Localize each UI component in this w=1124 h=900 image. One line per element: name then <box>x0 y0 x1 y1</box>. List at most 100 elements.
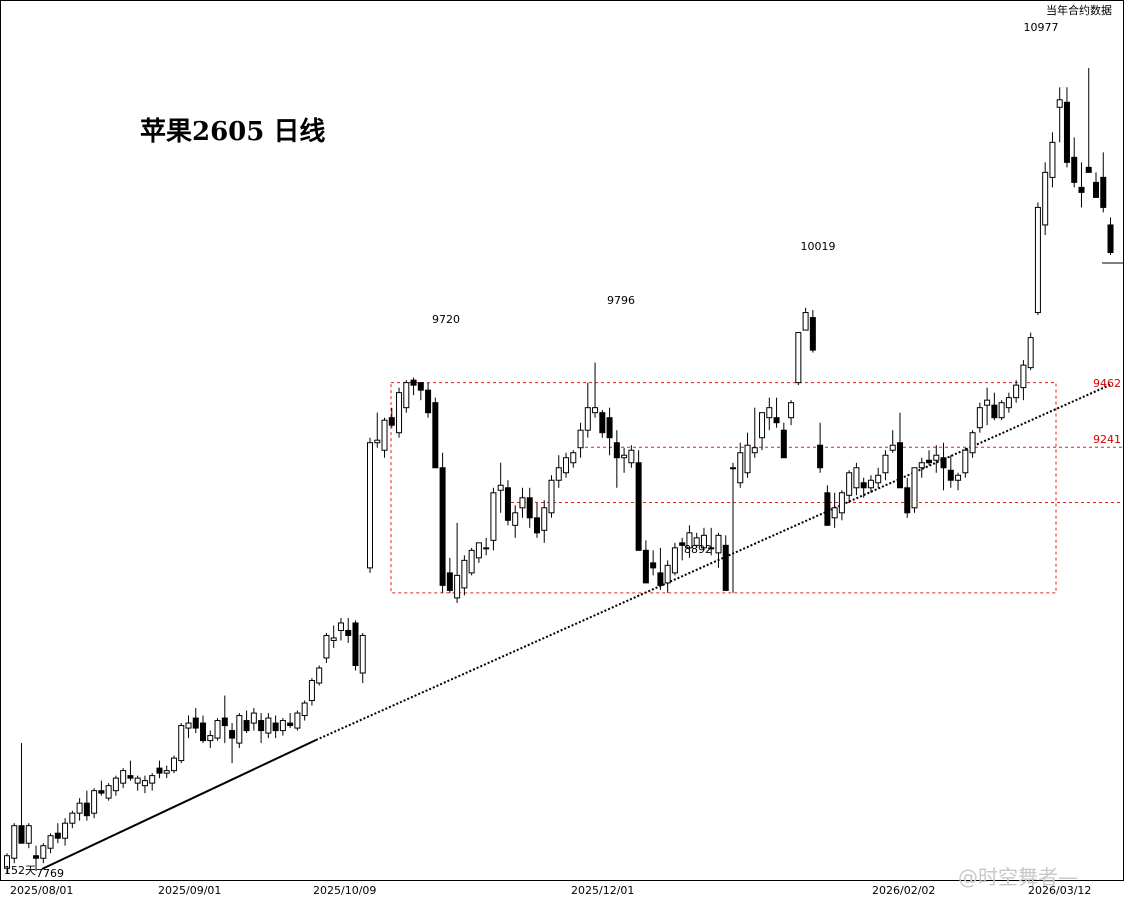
candle-body <box>867 479 874 489</box>
candle-body <box>18 825 25 844</box>
candle <box>599 410 606 438</box>
candle-body <box>1013 384 1020 399</box>
candle-body <box>541 507 548 531</box>
candle <box>962 447 969 478</box>
candle <box>751 407 758 458</box>
candle-body <box>635 462 642 551</box>
candle-body <box>911 467 918 509</box>
candle-body <box>533 517 540 534</box>
candle-body <box>802 312 809 331</box>
candle <box>432 397 439 469</box>
candle-body <box>889 444 896 451</box>
candle <box>628 445 635 468</box>
candle-body <box>301 702 308 717</box>
candle-body <box>795 332 802 384</box>
candle-body <box>98 790 105 794</box>
candle-body <box>388 417 395 426</box>
candle-body <box>134 777 141 784</box>
candle <box>642 540 649 584</box>
candle <box>650 550 657 576</box>
candle-body <box>679 542 686 546</box>
candle <box>1085 68 1092 173</box>
candle-body <box>345 629 352 636</box>
candle-body <box>468 549 475 574</box>
candle <box>708 527 715 556</box>
candle <box>584 382 591 438</box>
candle-body <box>243 720 250 732</box>
candle <box>396 387 403 438</box>
candle <box>229 723 236 764</box>
candle <box>563 452 570 478</box>
candle <box>773 397 780 428</box>
candle-body <box>83 802 90 817</box>
candle <box>548 475 555 518</box>
candle-body <box>882 454 889 474</box>
candle <box>809 310 816 353</box>
candle <box>120 768 127 789</box>
x-tick-label: 2026/02/02 <box>872 884 935 897</box>
trend-line-solid <box>41 739 317 870</box>
candle <box>577 422 584 458</box>
candle-body <box>1005 397 1012 409</box>
candle-body <box>628 449 635 464</box>
candle-body <box>483 547 490 550</box>
candle <box>570 450 577 468</box>
band-label-upper: 9462 <box>1093 377 1121 390</box>
candle <box>337 617 344 641</box>
candle-body <box>933 454 940 461</box>
candle <box>425 382 432 418</box>
candle-body <box>642 549 649 584</box>
candle <box>1005 392 1012 413</box>
candle-body <box>570 452 577 464</box>
candle-body <box>519 497 526 509</box>
candle-body <box>374 439 381 444</box>
candle-body <box>337 622 344 631</box>
candle <box>468 547 475 576</box>
candle <box>105 783 112 801</box>
candle <box>497 462 504 513</box>
candle <box>1013 380 1020 403</box>
candle-body <box>693 537 700 546</box>
candle-body <box>722 544 729 591</box>
candle-body <box>120 770 127 784</box>
band-label-lower: 9241 <box>1093 433 1121 446</box>
trend-line-dotted <box>315 383 1113 741</box>
candle <box>671 542 678 576</box>
candle <box>69 810 76 829</box>
candle <box>490 487 497 551</box>
candle <box>722 535 729 591</box>
candle-body <box>1056 99 1063 108</box>
candle-body <box>497 484 504 491</box>
candle-body <box>969 432 976 454</box>
candle <box>134 775 141 791</box>
candle <box>1107 217 1114 255</box>
candle-body <box>221 717 228 727</box>
candle <box>1049 132 1056 188</box>
candle <box>555 455 562 488</box>
candle-body <box>258 720 265 732</box>
candle-body <box>1042 171 1049 226</box>
candle <box>998 400 1005 421</box>
candle <box>475 542 482 563</box>
candle <box>853 462 860 496</box>
candle <box>279 718 286 736</box>
candle <box>926 450 933 466</box>
candle <box>374 412 381 448</box>
candle-body <box>599 412 606 434</box>
candle-body <box>192 717 199 729</box>
candle <box>40 843 47 864</box>
candle-body <box>1063 101 1070 163</box>
candle <box>388 407 395 428</box>
candle <box>1027 332 1034 371</box>
candle <box>592 362 599 418</box>
candle <box>679 537 686 561</box>
candle-body <box>316 667 323 684</box>
candle-body <box>323 634 330 659</box>
candle-body <box>396 392 403 434</box>
candle <box>381 417 388 458</box>
candle <box>272 715 279 739</box>
candle <box>947 455 954 488</box>
candle-body <box>846 472 853 496</box>
candle-body <box>730 467 736 470</box>
candle-body <box>330 637 337 641</box>
